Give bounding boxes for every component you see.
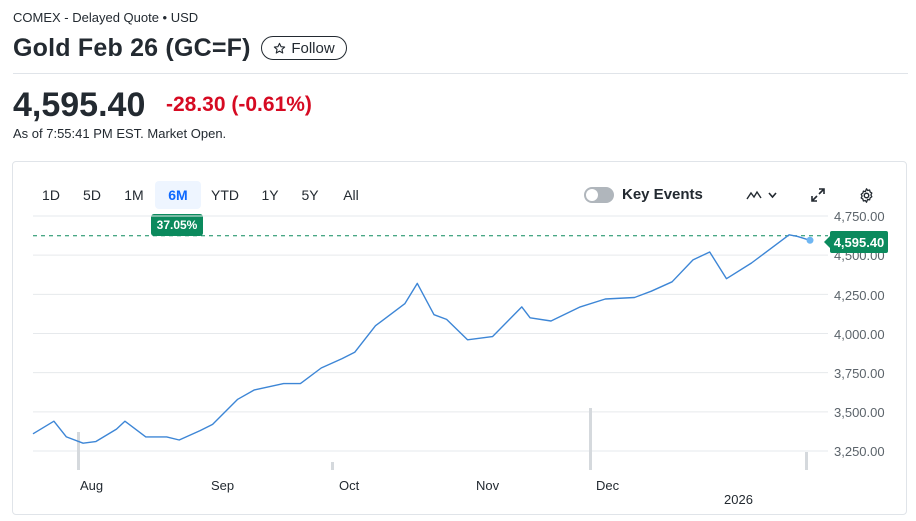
range-6m[interactable]: 6M (168, 187, 188, 203)
x-tick-label: Aug (80, 478, 104, 493)
x-tick-label: Oct (339, 478, 360, 493)
range-1m[interactable]: 1M (124, 187, 144, 203)
change-value: -28.30 (166, 93, 226, 116)
period-change-badge: 37.05% (151, 214, 203, 236)
key-events-toggle[interactable] (584, 187, 614, 203)
chevron-down-icon[interactable] (767, 190, 778, 200)
quote-timestamp: As of 7:55:41 PM EST. Market Open. (13, 126, 227, 141)
page-title: Gold Feb 26 (GC=F) (13, 34, 251, 62)
y-tick-label: 4,250.00 (834, 288, 885, 303)
range-1d[interactable]: 1D (42, 187, 60, 203)
chart-type-icon[interactable] (745, 187, 763, 203)
y-tick-label: 3,500.00 (834, 405, 885, 420)
y-tick-label: 3,250.00 (834, 444, 885, 459)
volume-bar (331, 462, 334, 470)
settings-icon[interactable] (858, 187, 875, 204)
follow-button[interactable]: Follow (261, 36, 347, 60)
x-tick-label: Dec (596, 478, 620, 493)
current-price-tag: 4,595.40 (824, 231, 888, 253)
series-line (32, 234, 811, 444)
y-tick-label: 4,000.00 (834, 327, 885, 342)
range-5d[interactable]: 5D (83, 187, 101, 203)
chart-card (12, 161, 907, 515)
range-all[interactable]: All (343, 187, 359, 203)
star-icon (274, 42, 286, 54)
follow-label: Follow (291, 39, 335, 57)
expand-icon[interactable] (810, 187, 826, 203)
exchange-label: COMEX - Delayed Quote • USD (13, 10, 199, 25)
quote-price: 4,595.40 (13, 86, 146, 124)
range-ytd[interactable]: YTD (211, 187, 239, 203)
y-tick-label: 4,750.00 (834, 209, 885, 224)
range-1y[interactable]: 1Y (261, 187, 279, 203)
current-price-dot (806, 236, 814, 244)
range-active-highlight (155, 181, 201, 209)
volume-bar (805, 452, 808, 470)
x-tick-label: 2026 (724, 492, 753, 507)
range-5y[interactable]: 5Y (301, 187, 319, 203)
quote-change: -28.30 (-0.61%) (166, 93, 312, 117)
y-tick-label: 3,750.00 (834, 366, 885, 381)
change-percent: (-0.61%) (231, 93, 312, 116)
key-events-label: Key Events (622, 186, 703, 203)
volume-bar (589, 408, 592, 470)
x-tick-label: Nov (476, 478, 500, 493)
volume-bar (77, 432, 80, 470)
x-tick-label: Sep (211, 478, 235, 493)
divider (13, 73, 908, 74)
